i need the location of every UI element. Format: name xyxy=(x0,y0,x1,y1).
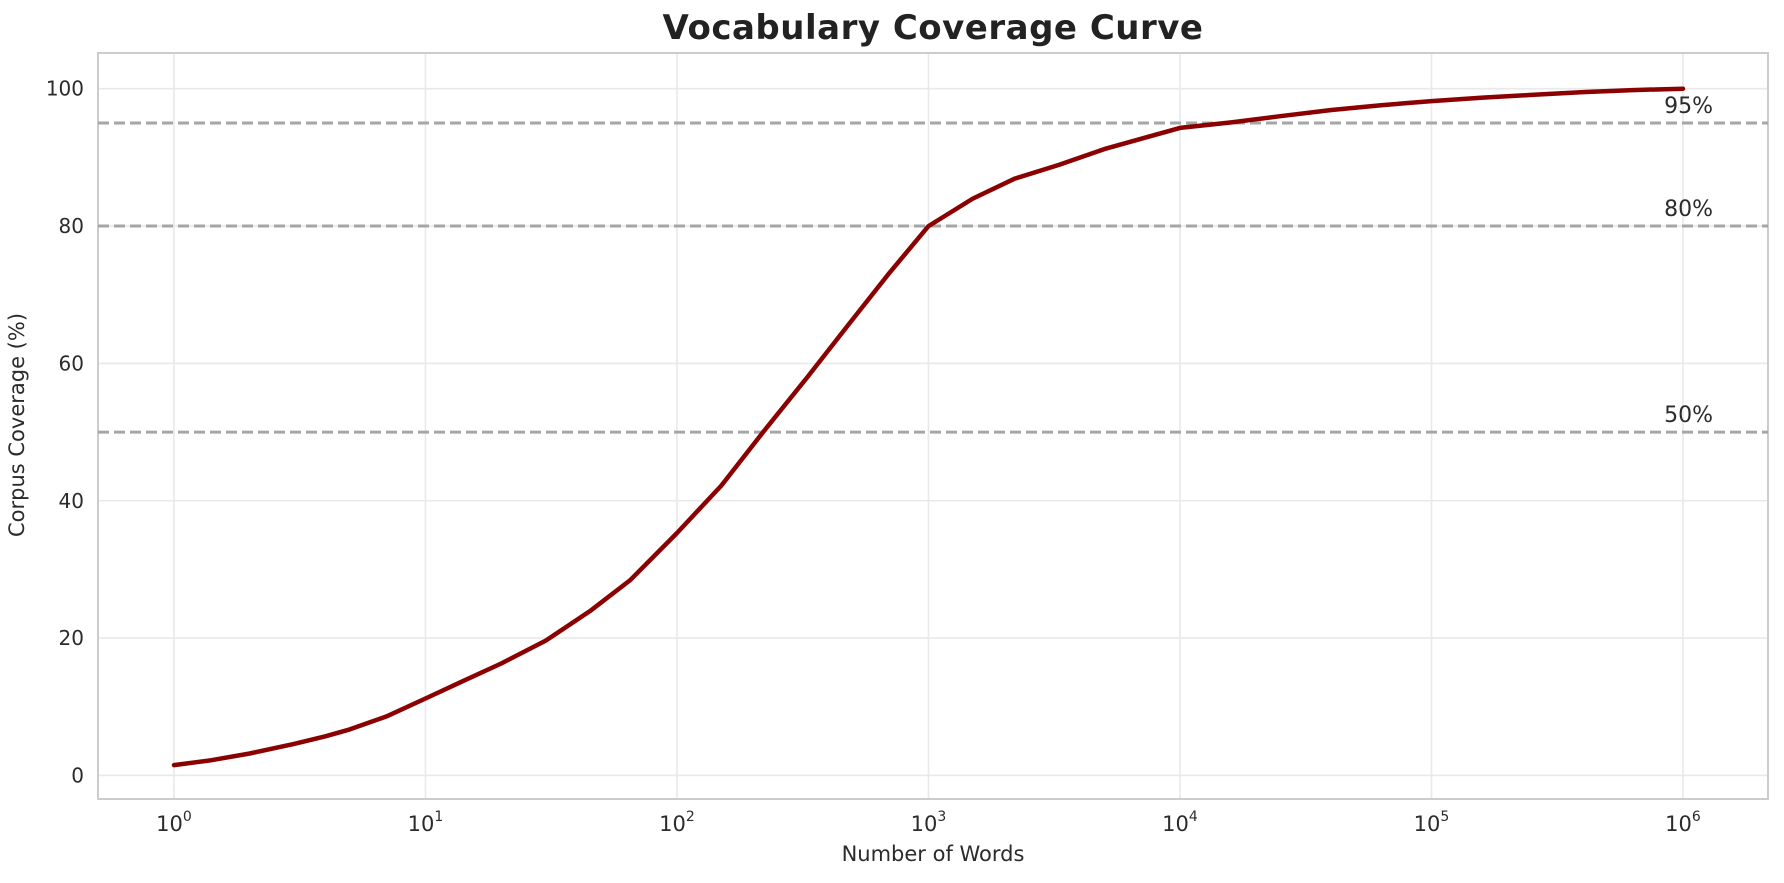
reference-line-label: 80% xyxy=(1664,197,1713,222)
chart-title: Vocabulary Coverage Curve xyxy=(662,8,1204,48)
x-tick-label: 100 xyxy=(156,809,192,836)
y-tick-label: 40 xyxy=(59,489,84,513)
y-tick-label: 100 xyxy=(46,77,84,101)
x-tick-label: 104 xyxy=(1162,809,1198,836)
coverage-curve xyxy=(171,86,1686,768)
x-tick-label: 101 xyxy=(408,809,444,836)
y-tick-label: 80 xyxy=(59,214,84,238)
x-tick-label: 103 xyxy=(911,809,947,836)
x-tick-label: 106 xyxy=(1665,809,1701,836)
x-tick-label: 105 xyxy=(1414,809,1450,836)
reference-line-label: 95% xyxy=(1664,94,1713,119)
reference-line-label: 50% xyxy=(1664,403,1713,428)
y-tick-label: 60 xyxy=(59,351,84,375)
axes-border xyxy=(97,52,1769,800)
y-tick-label: 20 xyxy=(59,626,84,650)
x-axis-label: Number of Words xyxy=(841,842,1025,866)
y-tick-label: 0 xyxy=(71,763,84,787)
x-tick-label: 102 xyxy=(659,809,695,836)
